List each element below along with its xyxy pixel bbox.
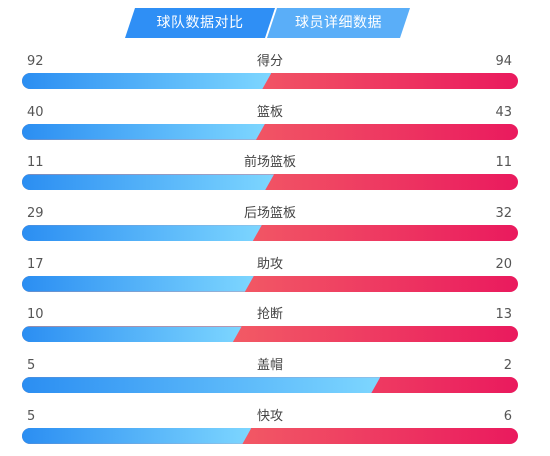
comparison-bar — [22, 377, 518, 394]
tab-player-details[interactable]: 球员详细数据 — [267, 8, 410, 38]
stat-row: 29 后场篮板 32 — [22, 202, 518, 253]
left-team-value: 40 — [27, 104, 44, 120]
stat-row: 10 抢断 13 — [22, 303, 518, 354]
right-team-value: 13 — [495, 307, 512, 323]
team-stats-comparison: 92 得分 94 40 篮板 43 11 前场篮板 11 29 后场篮板 32 17 助攻 20 10 抢断 13… — [22, 50, 518, 456]
right-team-value: 2 — [503, 358, 512, 374]
comparison-bar — [22, 174, 518, 191]
tab-team-comparison[interactable]: 球队数据对比 — [125, 8, 275, 38]
stat-row: 92 得分 94 — [22, 50, 518, 101]
right-team-value: 11 — [495, 155, 512, 171]
left-team-bar — [22, 124, 265, 140]
left-team-value: 5 — [27, 408, 36, 424]
stat-label: 篮板 — [256, 104, 283, 120]
stats-tab-bar: 球队数据对比 球员详细数据 — [125, 8, 410, 38]
left-team-bar — [22, 326, 242, 342]
left-team-bar — [22, 276, 254, 292]
left-team-bar — [22, 428, 251, 444]
stat-row: 11 前场篮板 11 — [22, 151, 518, 202]
stat-label: 盖帽 — [256, 358, 283, 374]
left-team-bar — [22, 174, 274, 190]
comparison-bar — [22, 73, 518, 89]
left-team-value: 29 — [27, 206, 44, 222]
stat-row: 5 盖帽 2 — [22, 354, 518, 405]
stat-row: 40 篮板 43 — [22, 101, 518, 152]
comparison-bar — [22, 123, 518, 140]
stat-label: 助攻 — [256, 256, 283, 272]
left-team-value: 17 — [27, 256, 44, 272]
left-team-value: 11 — [27, 155, 44, 171]
stat-label: 抢断 — [256, 307, 283, 323]
left-team-bar — [22, 73, 271, 89]
right-team-value: 32 — [495, 206, 512, 222]
comparison-bar — [22, 427, 518, 444]
left-team-bar — [22, 377, 380, 393]
left-team-bar — [22, 225, 262, 241]
stat-row: 5 快攻 6 — [22, 405, 518, 456]
left-team-value: 10 — [27, 307, 44, 323]
comparison-bar — [22, 225, 518, 242]
stat-label: 前场篮板 — [243, 155, 296, 171]
left-team-value: 92 — [27, 54, 44, 69]
right-team-value: 94 — [495, 54, 512, 69]
stat-label: 后场篮板 — [243, 206, 296, 222]
stat-row: 17 助攻 20 — [22, 253, 518, 304]
right-team-value: 43 — [495, 104, 512, 120]
right-team-value: 6 — [503, 408, 512, 424]
stat-label: 得分 — [256, 54, 283, 69]
right-team-value: 20 — [495, 256, 512, 272]
comparison-bar — [22, 326, 518, 343]
comparison-bar — [22, 275, 518, 292]
left-team-value: 5 — [27, 358, 36, 374]
stat-label: 快攻 — [256, 408, 283, 424]
